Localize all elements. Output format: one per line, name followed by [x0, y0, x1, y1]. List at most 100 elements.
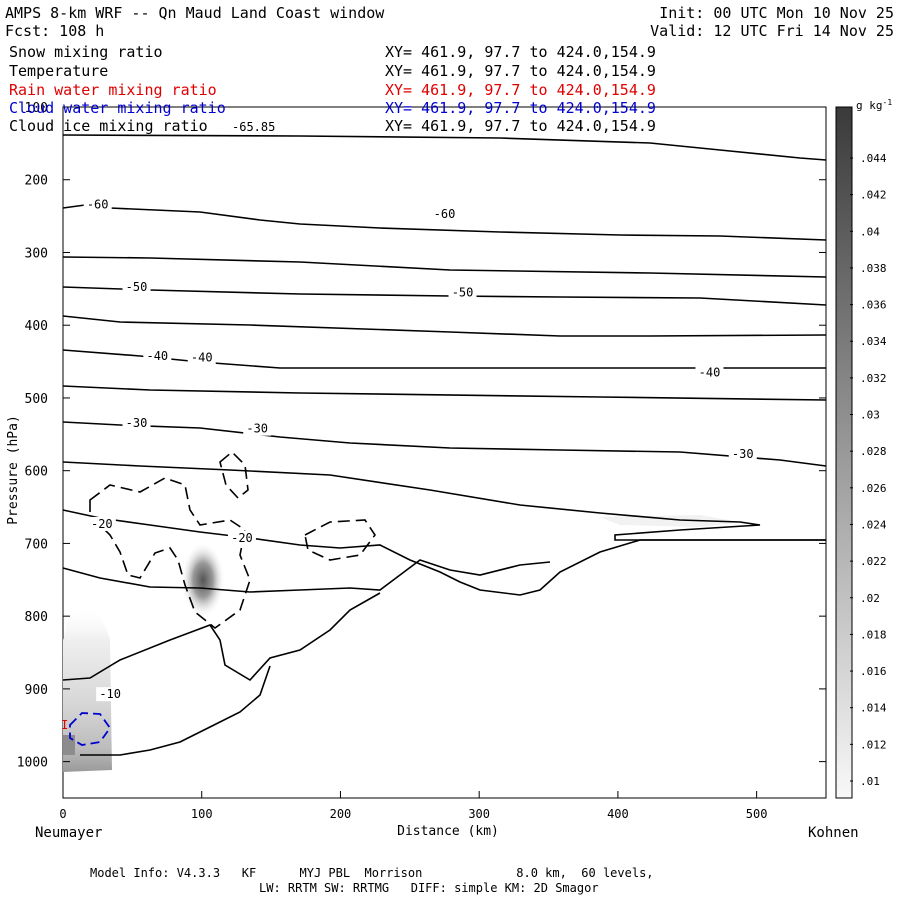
colorbar-unit: g kg-1 — [856, 98, 892, 112]
isotherm-label-bg — [143, 348, 172, 363]
field-cloudice-xy: XY= 461.9, 97.7 to 424.0,154.9 — [385, 117, 656, 135]
x-tick-label: 100 — [191, 807, 213, 821]
x-axis-label: Distance (km) — [397, 824, 499, 839]
isotherm-label-bg — [122, 415, 151, 430]
isotherm-label-bg — [96, 687, 125, 702]
colorbar-tick-label: .042 — [860, 189, 887, 202]
isotherm-line — [62, 315, 827, 337]
isotherm-label: -60 — [434, 207, 456, 221]
isotherm-line — [62, 559, 551, 593]
isotherm-label-bg — [83, 197, 112, 212]
isotherm-label-bg — [122, 279, 151, 294]
colorbar-tick-label: .032 — [860, 372, 887, 385]
colorbar: .01 .012 .014 .016 .018 .02 .022 .024 .026 .028 .0… — [835, 98, 892, 799]
isotherm-line — [62, 592, 381, 682]
colorbar-tick-label: .014 — [860, 702, 887, 715]
x-end-label: Kohnen — [808, 825, 859, 841]
x-axis-ticks: 0 100 200 300 400 500 — [59, 791, 767, 821]
x-tick-label: 500 — [746, 807, 768, 821]
isotherm-line — [62, 461, 826, 541]
y-tick-label: 900 — [25, 683, 48, 698]
chart-title: AMPS 8-km WRF -- Qn Maud Land Coast wind… — [5, 4, 385, 22]
y-tick-label: 600 — [25, 465, 48, 480]
forecast-hour: Fcst: 108 h — [5, 22, 105, 40]
colorbar-tick-label: .012 — [860, 738, 887, 751]
cloud-ice-contour — [304, 519, 376, 561]
y-axis-ticks: 100 200 300 400 500 600 700 800 900 1000 — [17, 101, 826, 771]
isotherm-line — [62, 421, 827, 467]
colorbar-ticks: .01 .012 .014 .016 .018 .02 .022 .024 .026 .028 .0… — [850, 152, 887, 788]
y-tick-label: 700 — [25, 537, 48, 552]
y-tick-label: 400 — [25, 319, 48, 334]
x-tick-label: 0 — [59, 807, 66, 821]
isotherm-label: -40 — [146, 349, 168, 363]
isotherm-line — [80, 665, 271, 756]
isotherm-label: -30 — [126, 416, 148, 430]
colorbar-tick-label: .036 — [860, 299, 887, 312]
isotherm-label: -20 — [231, 531, 253, 545]
field-rain-xy: XY= 461.9, 97.7 to 424.0,154.9 — [385, 81, 656, 99]
colorbar-tick-label: .03 — [860, 409, 880, 422]
valid-time: Valid: 12 UTC Fri 14 Nov 25 — [650, 22, 894, 40]
colorbar-bar — [835, 106, 853, 799]
y-tick-label: 100 — [25, 101, 48, 116]
y-tick-label: 800 — [25, 610, 48, 625]
field-temperature-xy: XY= 461.9, 97.7 to 424.0,154.9 — [385, 62, 656, 80]
isotherm-label: -40 — [191, 350, 213, 364]
field-cloudice-name: Cloud ice mixing ratio — [9, 117, 208, 135]
isotherm-label-bg — [243, 421, 272, 436]
plot-frame — [62, 106, 827, 799]
colorbar-tick-label: .022 — [860, 555, 887, 568]
colorbar-tick-label: .02 — [860, 592, 880, 605]
isotherm-label: -50 — [452, 286, 474, 300]
y-axis-label: Pressure (hPa) — [6, 415, 21, 525]
isotherm-label-bg — [448, 285, 477, 300]
y-tick-label: 1000 — [17, 756, 48, 771]
field-cloudwater-xy: XY= 461.9, 97.7 to 424.0,154.9 — [385, 99, 656, 117]
colorbar-tick-label: .038 — [860, 262, 887, 275]
isotherm-line — [62, 134, 827, 161]
isotherm-label: -40 — [699, 366, 721, 380]
cloud-water-contour — [69, 712, 112, 746]
isotherm-label-bg — [728, 447, 757, 462]
y-tick-label: 200 — [25, 174, 48, 189]
isotherm-labels: -60 -60 -50 -50 -40 -40 -40 -30 -30 -30 -20 -20 -10 — [83, 197, 757, 702]
isotherm-label-bg — [87, 516, 116, 531]
isotherms — [62, 134, 827, 756]
init-time: Init: 00 UTC Mon 10 Nov 25 — [659, 4, 894, 22]
isotherm-line — [62, 385, 827, 401]
cloud-ice-contour — [219, 450, 249, 500]
rain-marker: I — [61, 718, 68, 732]
isotherm-label: -10 — [99, 687, 121, 701]
x-tick-label: 400 — [607, 807, 629, 821]
snow-shading-surface — [63, 605, 112, 772]
colorbar-tick-label: .026 — [860, 482, 887, 495]
isotherm-label: -20 — [91, 517, 113, 531]
y-tick-label: 500 — [25, 392, 48, 407]
isotherm-label-bg — [187, 350, 216, 365]
y-tick-label: 300 — [25, 246, 48, 261]
colorbar-tick-label: .028 — [860, 445, 887, 458]
x-tick-label: 300 — [468, 807, 490, 821]
isotherm-line — [62, 256, 827, 278]
field-temperature-name: Temperature — [9, 62, 109, 80]
x-start-label: Neumayer — [35, 825, 102, 841]
colorbar-tick-label: .018 — [860, 628, 887, 641]
isotherm-line — [62, 286, 827, 306]
isotherm-label: -50 — [126, 280, 148, 294]
isotherm-label: -60 — [87, 198, 109, 212]
snow-shading-base — [63, 735, 75, 755]
isotherm-line — [62, 509, 826, 596]
model-info-line2: LW: RRTM SW: RRTMG DIFF: simple KM: 2D S… — [259, 881, 599, 895]
colorbar-tick-label: .044 — [860, 152, 887, 165]
field-snow-name: Snow mixing ratio — [9, 43, 163, 61]
colorbar-tick-label: .024 — [860, 518, 887, 531]
colorbar-tick-label: .04 — [860, 225, 880, 238]
isotherm-label: -30 — [246, 422, 268, 436]
model-info-line1: Model Info: V4.3.3 KF MYJ PBL Morrison 8… — [90, 866, 654, 880]
snow-shading-center — [181, 542, 225, 618]
isotherm-label-bg — [695, 365, 724, 380]
isotherm-label-bg — [430, 207, 459, 222]
field-snow-xy: XY= 461.9, 97.7 to 424.0,154.9 — [385, 43, 656, 61]
